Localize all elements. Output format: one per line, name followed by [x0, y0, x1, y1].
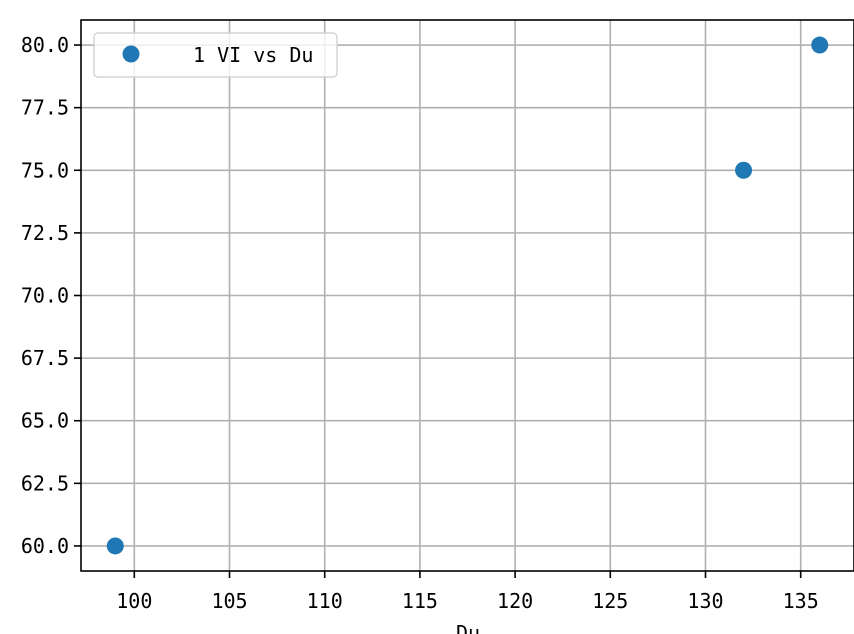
x-tick-label: 125 [592, 589, 628, 613]
y-tick-label: 67.5 [21, 346, 69, 370]
data-point [811, 36, 829, 54]
y-tick-label: 65.0 [21, 409, 69, 433]
y-axis-ticks: 60.0 62.5 65.0 67.5 70.0 72.5 75.0 77.5 80.0 [21, 33, 81, 558]
legend-box [93, 32, 338, 78]
y-tick-label: 72.5 [21, 221, 69, 245]
plot-frame [80, 19, 854, 572]
data-point [735, 161, 753, 179]
x-tick-label: 130 [687, 589, 723, 613]
legend-marker [122, 45, 140, 63]
y-tick-label: 80.0 [21, 33, 69, 57]
data-points [106, 36, 829, 555]
x-axis-title: Du [456, 621, 480, 634]
y-tick-label: 62.5 [21, 471, 69, 495]
y-tick-label: 60.0 [21, 534, 69, 558]
x-axis-ticks: 100 105 110 115 120 125 130 135 [116, 571, 819, 613]
y-tick-label: 70.0 [21, 284, 69, 308]
legend: 1 VI vs Du [93, 32, 338, 78]
y-tick-label: 75.0 [21, 158, 69, 182]
x-tick-label: 135 [783, 589, 819, 613]
x-tick-label: 115 [402, 589, 438, 613]
x-tick-label: 105 [211, 589, 247, 613]
x-tick-label: 110 [307, 589, 343, 613]
grid [81, 20, 854, 571]
y-tick-label: 77.5 [21, 96, 69, 120]
x-tick-label: 120 [497, 589, 533, 613]
data-point [106, 537, 124, 555]
legend-label: 1 VI vs Du [193, 43, 313, 67]
x-tick-label: 100 [116, 589, 152, 613]
